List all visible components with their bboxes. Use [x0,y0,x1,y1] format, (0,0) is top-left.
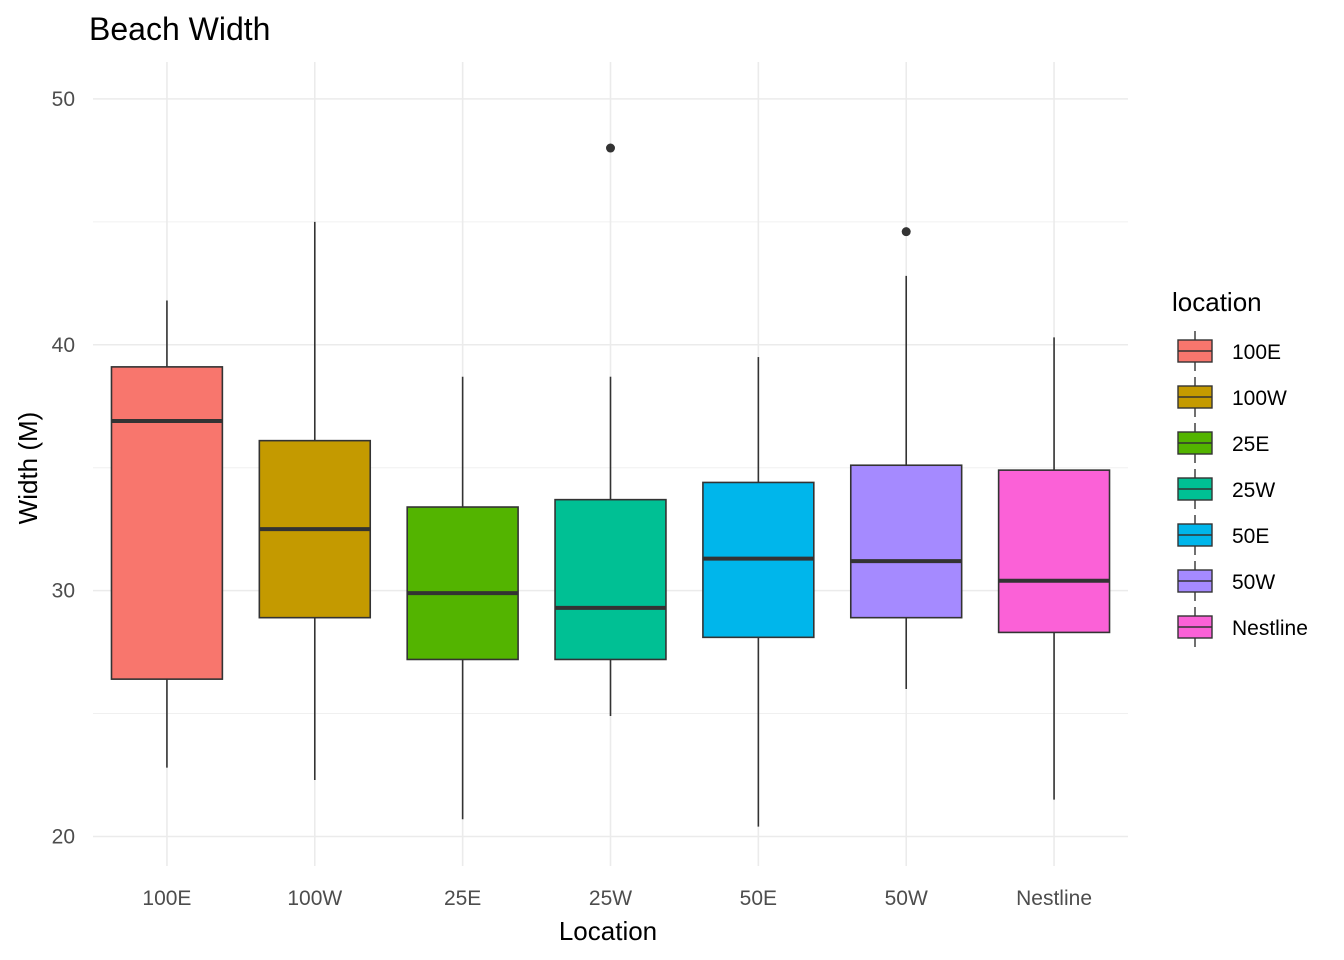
legend-label: 25E [1232,433,1269,456]
legend-label: Nestline [1232,617,1308,640]
box-100e [110,300,224,768]
box-100w [258,221,372,780]
box-iqr [849,464,963,619]
x-tick-label: 100W [287,887,342,910]
legend-item-100e: 100E [1177,331,1281,371]
outlier-point [901,227,911,237]
legend-item-nestline: Nestline [1177,607,1308,647]
box-iqr [110,366,224,680]
legend-label: 50W [1232,571,1275,594]
x-axis-title: Location [559,916,657,946]
box-iqr [554,498,667,661]
box-50w [849,227,963,689]
legend: location 100E 100W 25E 25W 50E 50W Nestline [1172,287,1308,647]
legend-item-100w: 100W [1177,377,1287,417]
box-iqr [997,469,1111,634]
box-nestline [997,337,1111,800]
x-tick-label: 25E [444,887,481,910]
box-iqr [406,506,519,661]
y-axis-title: Width (M) [13,412,43,525]
box-series [110,143,1111,827]
legend-item-25w: 25W [1177,469,1275,509]
y-tick-label: 20 [52,825,75,848]
x-tick-label: 25W [589,887,632,910]
y-axis-ticks: 20 30 40 50 [52,88,75,849]
legend-item-50w: 50W [1177,561,1275,601]
x-axis-ticks: 100E 100W 25E 25W 50E 50W Nestline [142,887,1092,910]
legend-item-50e: 50E [1177,515,1269,555]
legend-item-25e: 25E [1177,423,1269,463]
box-25e [406,376,519,820]
legend-label: 100E [1232,341,1281,364]
box-50e [702,357,815,827]
x-tick-label: 50E [740,887,777,910]
y-tick-label: 40 [52,334,75,357]
chart-title: Beach Width [89,11,270,47]
legend-label: 100W [1232,387,1287,410]
x-tick-label: Nestline [1016,887,1092,910]
x-tick-label: 50W [885,887,928,910]
legend-label: 25W [1232,479,1275,502]
y-tick-label: 30 [52,580,75,603]
y-tick-label: 50 [52,88,75,111]
box-25w [554,143,667,717]
legend-label: 50E [1232,525,1269,548]
outlier-point [606,143,615,153]
legend-title: location [1172,287,1262,317]
x-tick-label: 100E [142,887,191,910]
